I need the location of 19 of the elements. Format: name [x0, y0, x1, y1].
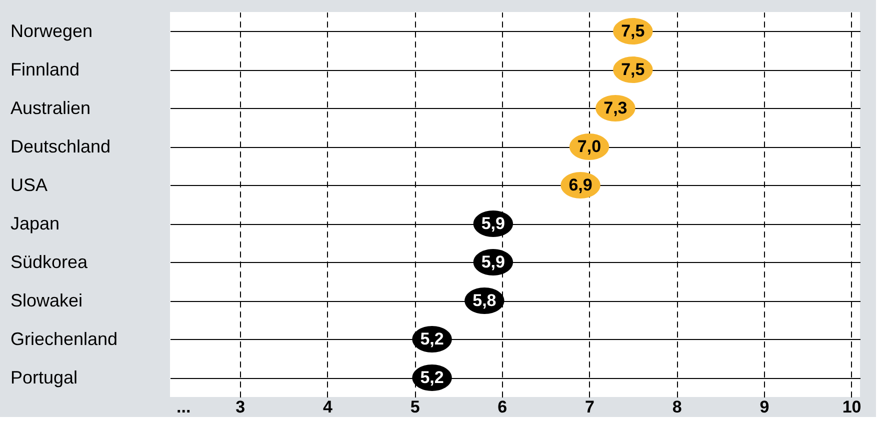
x-tick-label: 10	[842, 398, 862, 416]
y-tick-label: Deutschland	[10, 136, 111, 156]
y-tick-label: Australien	[10, 98, 91, 118]
x-tick-label: 4	[322, 398, 333, 416]
y-tick-label: Finnland	[10, 59, 80, 80]
y-tick-label: Japan	[10, 213, 60, 234]
y-tick-label: Slowakei	[10, 290, 83, 310]
x-tick-label: 3	[236, 398, 246, 416]
y-tick-label: Norwegen	[10, 20, 93, 41]
x-tick-label: 6	[498, 398, 508, 416]
y-tick-label: Portugal	[10, 367, 78, 388]
y-tick-label: Griechenland	[10, 328, 118, 349]
x-tick-label: ...	[176, 398, 191, 416]
x-tick-label: 9	[760, 398, 770, 416]
y-tick-label: USA	[10, 174, 48, 195]
x-tick-label: 5	[410, 398, 420, 416]
x-tick-label: 7	[585, 398, 594, 416]
x-tick-label: 8	[672, 398, 682, 416]
y-tick-label: Südkorea	[10, 252, 89, 272]
